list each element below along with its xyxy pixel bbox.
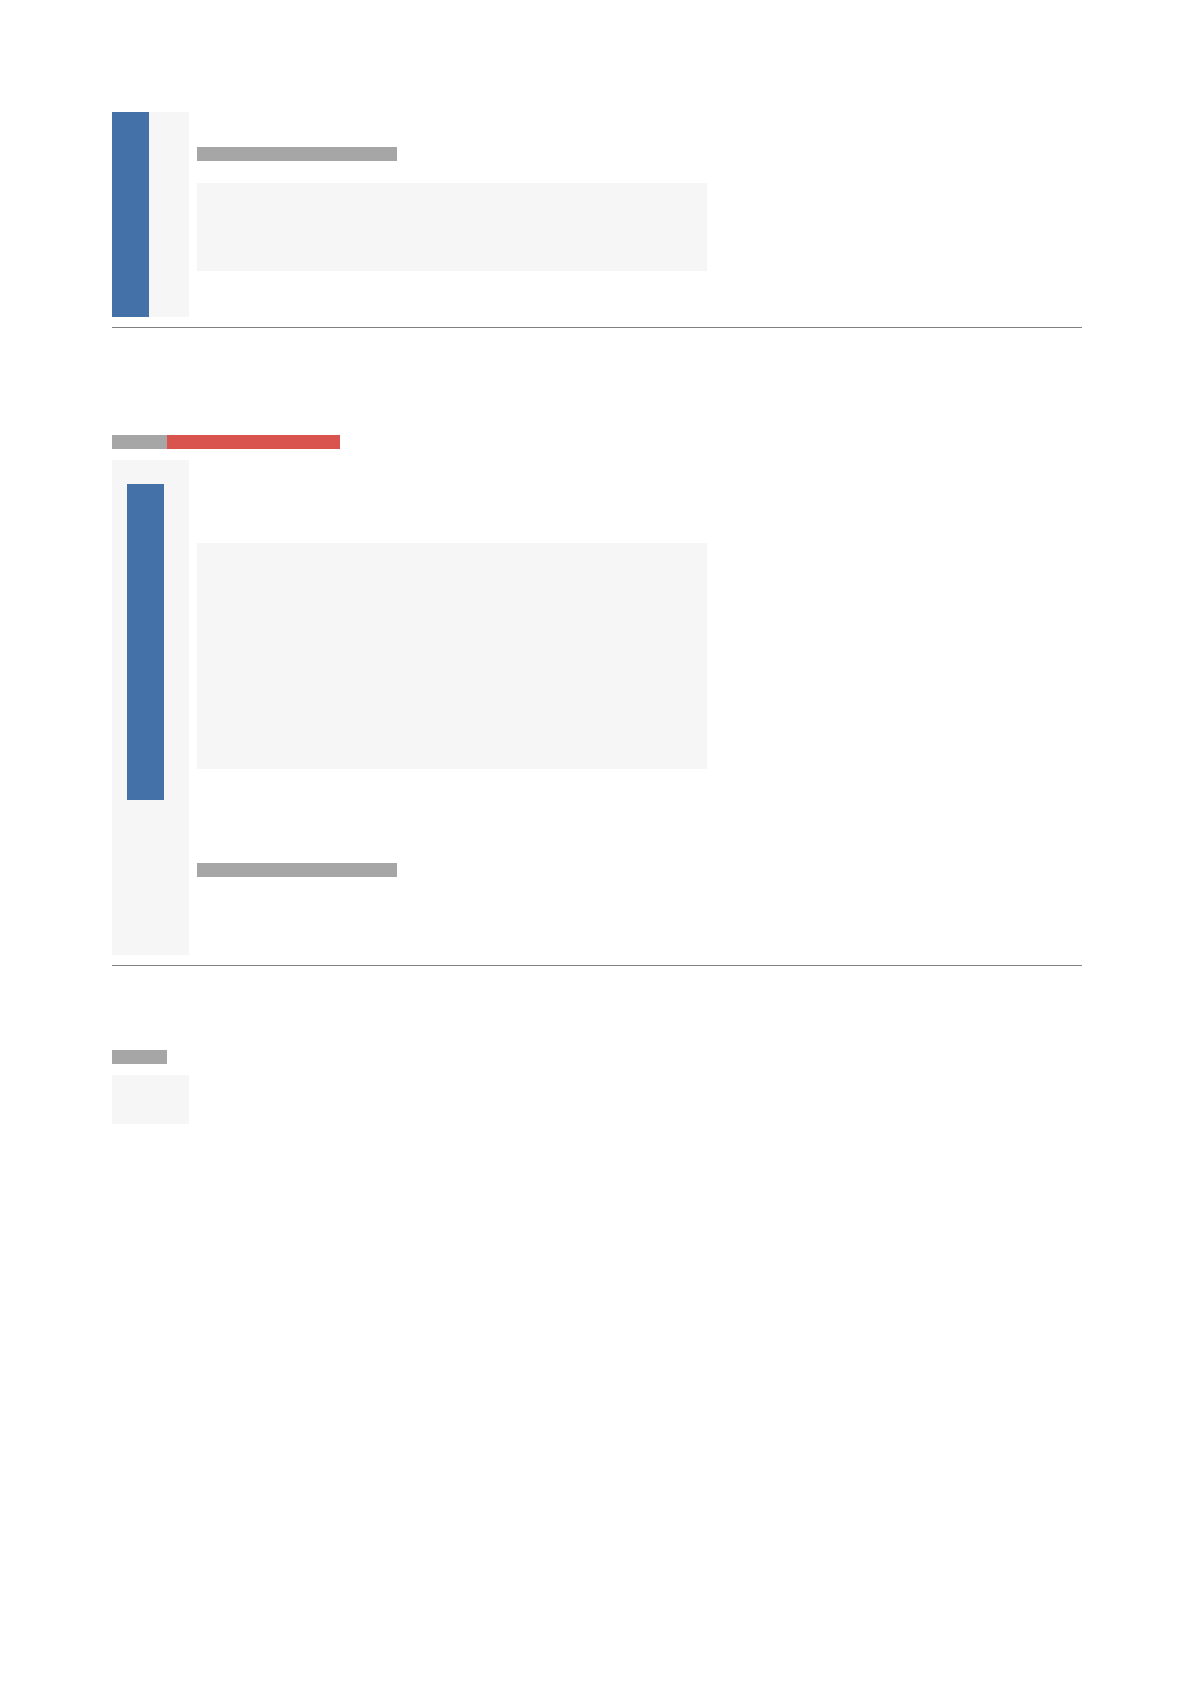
section-1-content-box — [197, 183, 707, 271]
section-1-accent-bar — [112, 112, 149, 317]
section-2-header-placeholder — [197, 863, 397, 877]
section-3-side-panel — [112, 1075, 189, 1124]
section-2-tag-red — [167, 435, 340, 449]
section-2-content-box — [197, 543, 707, 769]
section-2-accent-bar — [127, 484, 164, 800]
section-1-divider — [112, 327, 1082, 328]
section-1-header-placeholder — [197, 147, 397, 161]
section-2-tag-gray — [112, 435, 167, 449]
section-2-divider — [112, 965, 1082, 966]
section-3-tag-gray — [112, 1050, 167, 1064]
